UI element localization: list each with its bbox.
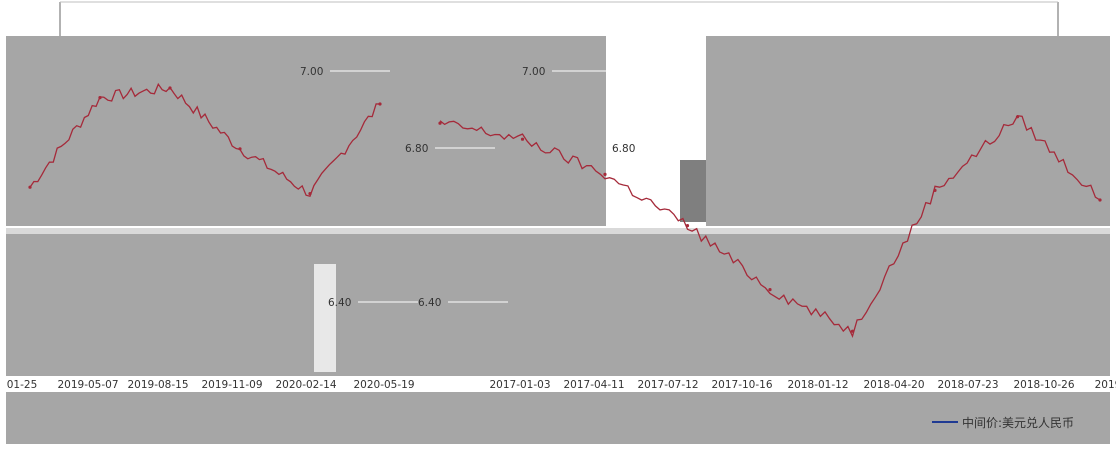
y-tick-label: 6.40 (328, 297, 351, 309)
data-point (1098, 198, 1102, 202)
dark-strip (680, 160, 706, 222)
y-tick-label: 7.00 (522, 66, 545, 78)
data-point (378, 102, 382, 106)
data-point (238, 147, 242, 151)
data-point (520, 137, 525, 141)
top-band (0, 0, 1116, 36)
x-tick-label: 2020-05-19 (353, 379, 414, 391)
legend-label: 中间价:美元兑人民币 (962, 415, 1074, 430)
data-point (168, 86, 172, 90)
y-tick-label: 7.00 (300, 66, 323, 78)
x-tick-label: 2018-01-12 (787, 379, 848, 391)
data-point (603, 172, 607, 176)
x-tick-label: 2017-04-11 (563, 379, 624, 391)
x-tick-label: 01-25 (7, 379, 38, 391)
gray-panel-bottom (6, 230, 1110, 376)
series-line-2-1 (439, 114, 1101, 339)
x-tick-label: 2017-10-16 (711, 379, 772, 391)
light-band (6, 228, 1110, 234)
y-tick-label: 6.40 (418, 297, 441, 309)
x-tick-label: 2019-05-07 (57, 379, 118, 391)
x-tick-label: 2018-04-20 (863, 379, 924, 391)
x-tick-label: 2018-10-26 (1013, 379, 1074, 391)
data-point (98, 96, 102, 100)
x-tick-label: 2017-01-03 (489, 379, 550, 391)
y-tick-label: 6.80 (612, 143, 635, 155)
data-point (28, 185, 32, 189)
data-point (768, 288, 772, 292)
x-tick-label: 2020-02-14 (275, 379, 336, 391)
data-point (933, 188, 937, 192)
x-tick-label: 2018-07-23 (937, 379, 998, 391)
data-point (308, 192, 312, 196)
series-lines (28, 82, 1102, 339)
x-tick-label: 2019-08-15 (127, 379, 188, 391)
data-point (1015, 115, 1020, 119)
x-axis-ticks: 01-25 2019-05-07 2019-08-15 2019-11-09 2020-… (7, 379, 1116, 391)
y-tick-label: 6.80 (405, 143, 428, 155)
gray-panel-top-left (6, 36, 606, 226)
data-point (438, 121, 442, 125)
white-notch (314, 264, 336, 372)
x-tick-label: 2019-11-09 (201, 379, 262, 391)
data-point (685, 224, 690, 228)
x-tick-label: 2019 (1095, 379, 1116, 391)
y-axis-ticks: 7.00 6.80 6.40 7.00 6.80 6.40 (300, 66, 702, 309)
gray-panel-footer (6, 392, 1110, 444)
x-tick-label: 2017-07-12 (637, 379, 698, 391)
data-point (850, 329, 855, 333)
series-line-1-1 (29, 82, 381, 197)
gray-panel-top-right (706, 36, 1110, 226)
legend: 中间价:美元兑人民币 (932, 415, 1074, 430)
